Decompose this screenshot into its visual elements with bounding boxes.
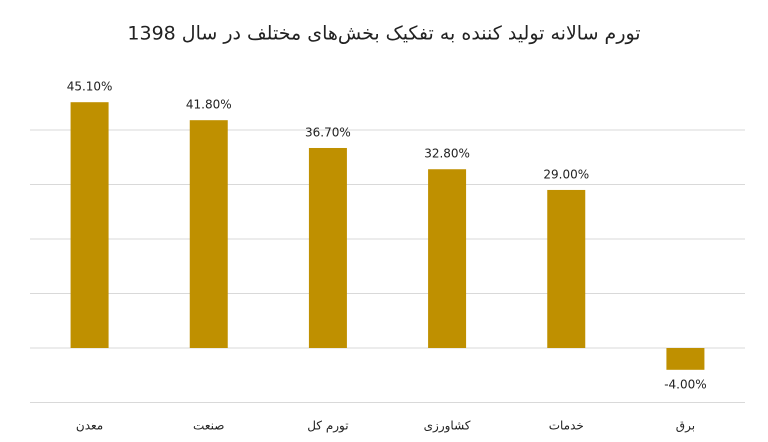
x-tick-label: کشاورزی — [424, 419, 471, 434]
value-label: 36.70% — [305, 125, 351, 139]
value-label: -4.00% — [664, 377, 706, 391]
bar — [70, 102, 109, 348]
value-label: 45.10% — [67, 80, 113, 94]
x-tick-label: صنعت — [193, 419, 224, 433]
x-tick-label: برق — [676, 419, 695, 434]
x-tick-label: تورم کل — [307, 419, 348, 434]
value-label: 32.80% — [424, 147, 470, 161]
value-label: 29.00% — [543, 167, 589, 181]
bar — [189, 120, 228, 348]
value-label: 41.80% — [186, 98, 232, 112]
chart-title: تورم سالانه تولید کننده به تفکیک بخش‌های… — [127, 23, 640, 45]
bar — [547, 189, 586, 348]
x-tick-label: خدمات — [549, 419, 584, 433]
bar — [666, 348, 705, 370]
x-tick-label: معدن — [76, 419, 103, 433]
bar — [308, 147, 347, 348]
bar — [428, 169, 467, 348]
